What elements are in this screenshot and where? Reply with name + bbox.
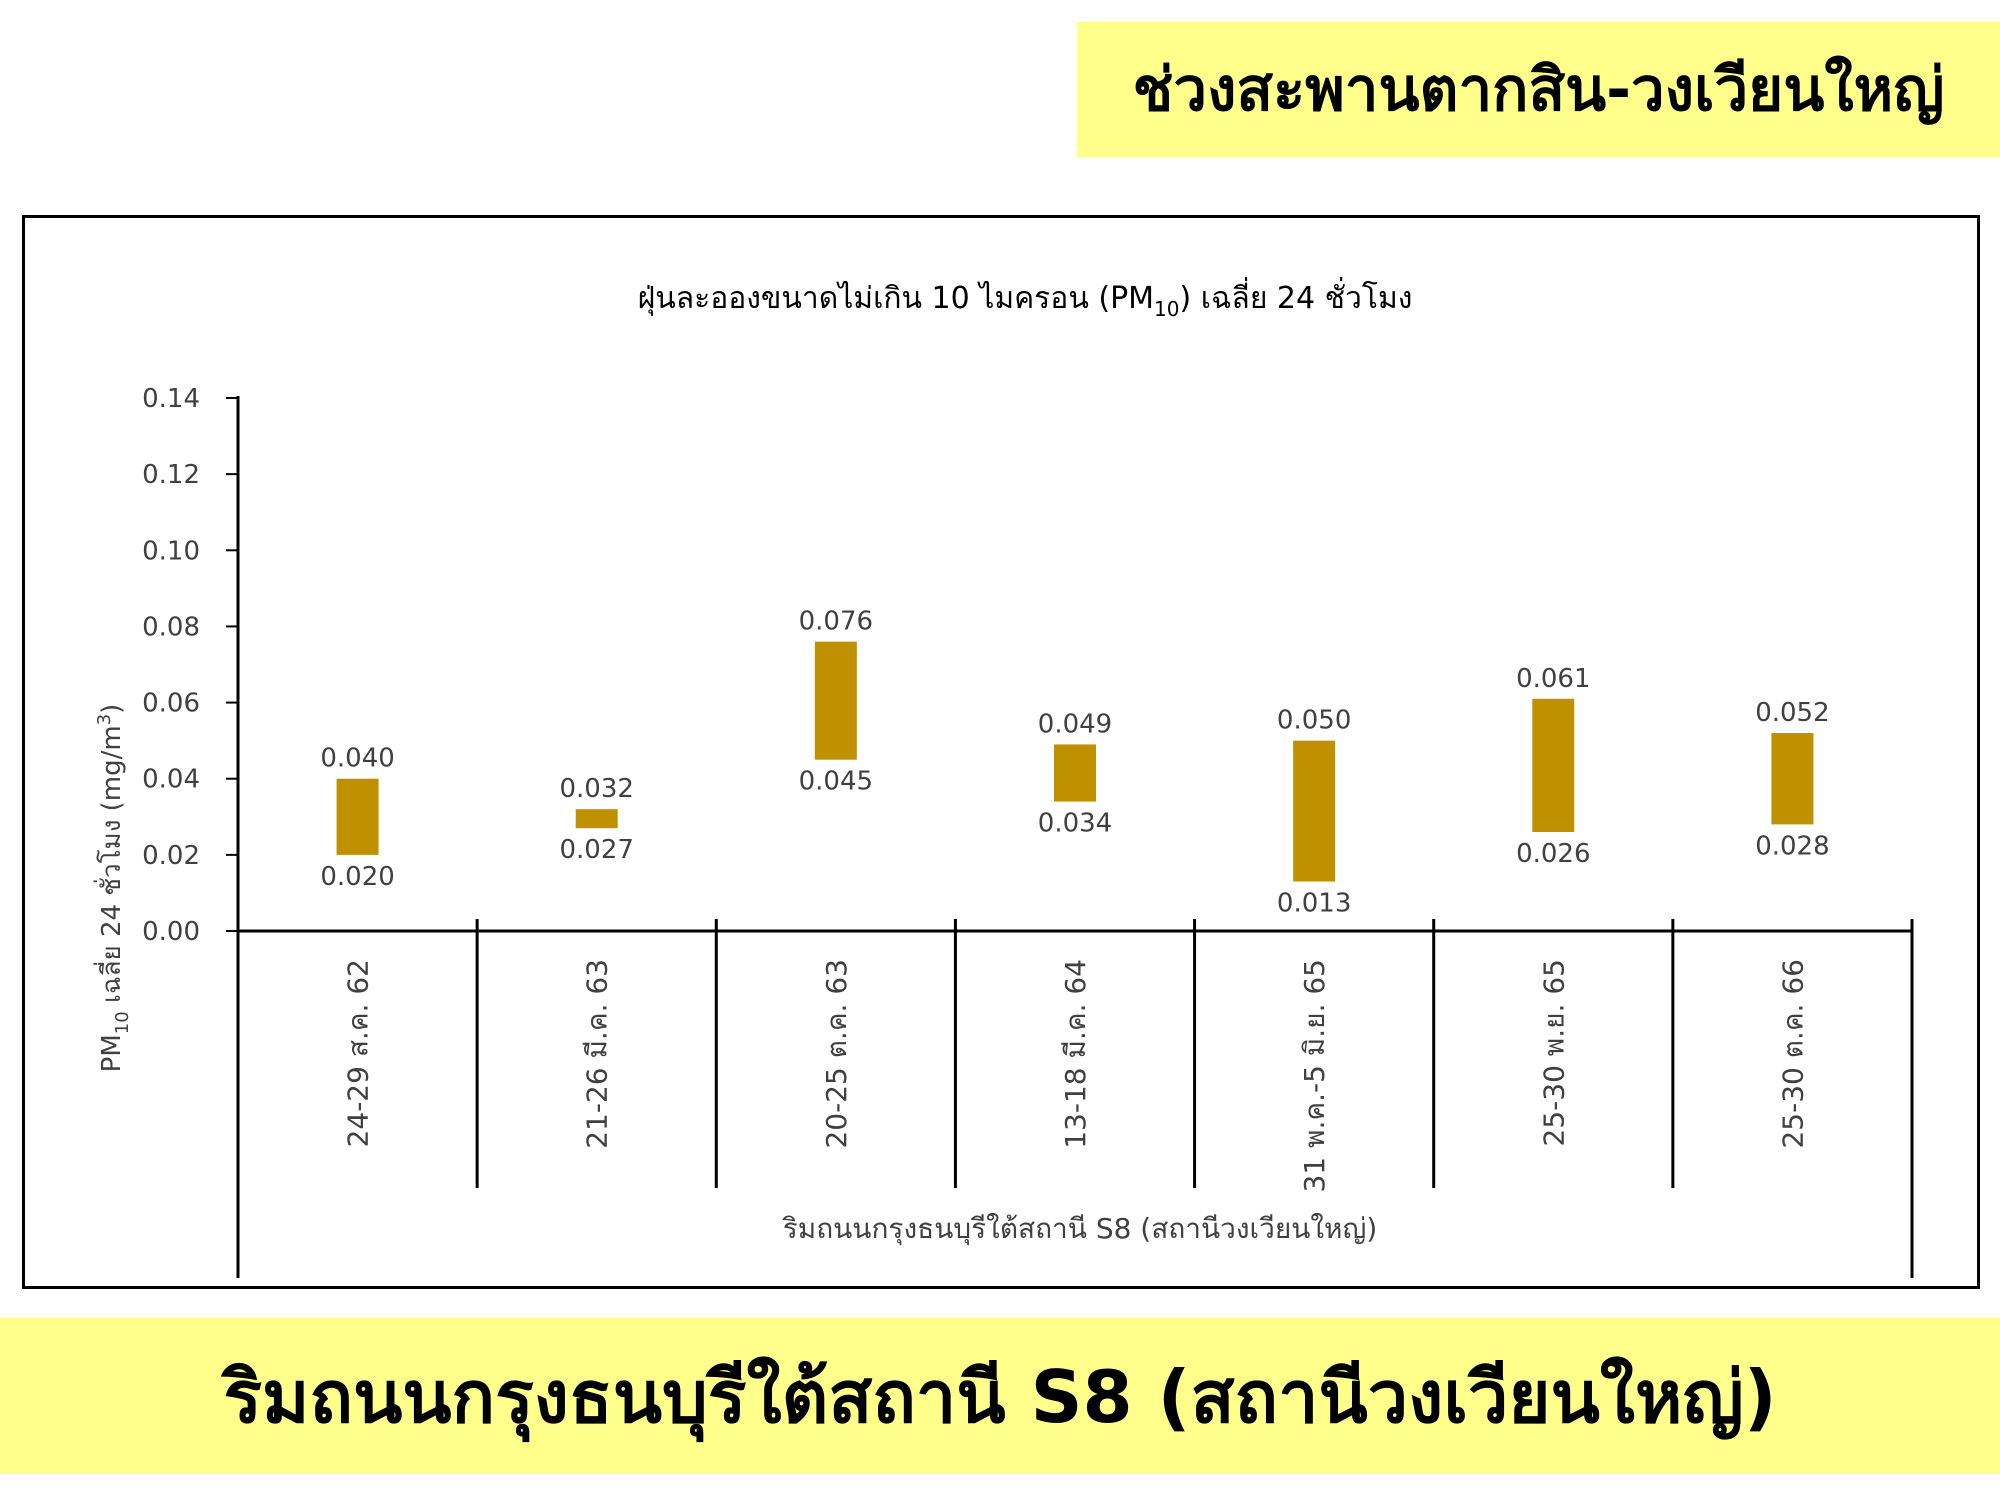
category-label: 25-30 ต.ค. 66 (1776, 959, 1809, 1149)
min-value-label: 0.026 (1516, 839, 1590, 869)
category-label: 20-25 ต.ค. 63 (820, 959, 853, 1149)
header-banner-text: ช่วงสะพานตากสิน-วงเวียนใหญ่ (1132, 55, 1945, 125)
y-axis-title-close: ) (97, 704, 127, 714)
category-label: 24-29 ส.ค. 62 (342, 959, 375, 1147)
y-tick-label: 0.04 (142, 765, 200, 795)
range-bar (1771, 733, 1814, 825)
chart-title-sub: 10 (1154, 297, 1179, 321)
y-tick-label: 0.08 (142, 612, 200, 642)
range-bar (1532, 698, 1575, 833)
category-label: 21-26 มี.ค. 63 (581, 959, 614, 1149)
chart-title: ฝุ่นละอองขนาดไม่เกิน 10 ไมครอน (PM10) เฉ… (638, 277, 1413, 321)
min-value-label: 0.020 (320, 862, 394, 892)
range-bar (336, 778, 379, 855)
max-value-label: 0.052 (1755, 698, 1829, 728)
category-dividers (475, 919, 1914, 1278)
max-value-label: 0.032 (559, 774, 633, 804)
y-axis: 0.00 0.02 0.04 0.06 0.08 0.10 0.12 0.14 (142, 384, 1912, 1278)
y-axis-title: PM10 เฉลี่ย 24 ชั่วโมง (mg/m3) (93, 704, 133, 1073)
y-tick-label: 0.00 (142, 917, 200, 947)
y-tick-label: 0.06 (142, 689, 200, 719)
range-bar (1293, 740, 1336, 882)
min-value-label: 0.034 (1038, 809, 1112, 839)
footer-banner: ริมถนนกรุงธนบุรีใต้สถานี S8 (สถานีวงเวีย… (0, 1318, 2000, 1474)
y-tick-label: 0.14 (142, 384, 200, 414)
max-value-label: 0.049 (1038, 709, 1112, 739)
y-axis-title-sub: 10 (112, 1011, 133, 1034)
category-label: 25-30 พ.ย. 65 (1537, 959, 1570, 1146)
y-axis-title-sup: 3 (94, 714, 115, 725)
max-value-label: 0.076 (799, 607, 873, 637)
header-banner: ช่วงสะพานตากสิน-วงเวียนใหญ่ (1077, 22, 2000, 157)
y-axis-title-pm: PM (97, 1034, 127, 1072)
y-tick-label: 0.12 (142, 460, 200, 490)
pm10-range-chart: ฝุ่นละอองขนาดไม่เกิน 10 ไมครอน (PM10) เฉ… (93, 277, 1914, 1278)
category-label: 13-18 มี.ค. 64 (1059, 959, 1092, 1149)
min-value-label: 0.028 (1755, 831, 1829, 861)
chart-title-suffix: ) เฉลี่ย 24 ชั่วโมง (1180, 277, 1413, 316)
range-bar (575, 809, 618, 829)
x-axis-title: ริมถนนกรุงธนบุรีใต้สถานี S8 (สถานีวงเวีย… (782, 1212, 1378, 1246)
range-bar (1054, 744, 1096, 802)
bars (336, 641, 1814, 882)
range-bar (814, 641, 857, 760)
y-tick-label: 0.10 (142, 536, 200, 566)
y-axis-title-main: เฉลี่ย 24 ชั่วโมง (mg/m (93, 725, 127, 1011)
max-value-label: 0.050 (1277, 706, 1351, 736)
category-label: 31 พ.ค.-5 มิ.ย. 65 (1298, 959, 1331, 1193)
svg-text:PM10 เฉลี่ย 24 ชั่วโมง (mg/m3): PM10 เฉลี่ย 24 ชั่วโมง (mg/m3) (93, 704, 133, 1073)
chart-title-prefix: ฝุ่นละอองขนาดไม่เกิน 10 ไมครอน (PM (638, 280, 1154, 317)
min-value-label: 0.013 (1277, 889, 1351, 919)
max-value-label: 0.061 (1516, 664, 1590, 694)
value-labels: 0.040 0.020 0.032 0.027 0.076 0.045 0.049 0.034… (320, 607, 1829, 919)
min-value-label: 0.027 (559, 835, 633, 865)
max-value-label: 0.040 (320, 744, 394, 774)
footer-banner-text: ริมถนนกรุงธนบุรีใต้สถานี S8 (สถานีวงเวีย… (223, 1354, 1777, 1439)
category-labels: 24-29 ส.ค. 62 21-26 มี.ค. 63 20-25 ต.ค. 63… (342, 959, 1810, 1193)
y-tick-label: 0.02 (142, 841, 200, 871)
min-value-label: 0.045 (799, 767, 873, 797)
chart-frame: ฝุ่นละอองขนาดไม่เกิน 10 ไมครอน (PM10) เฉ… (22, 215, 1980, 1289)
